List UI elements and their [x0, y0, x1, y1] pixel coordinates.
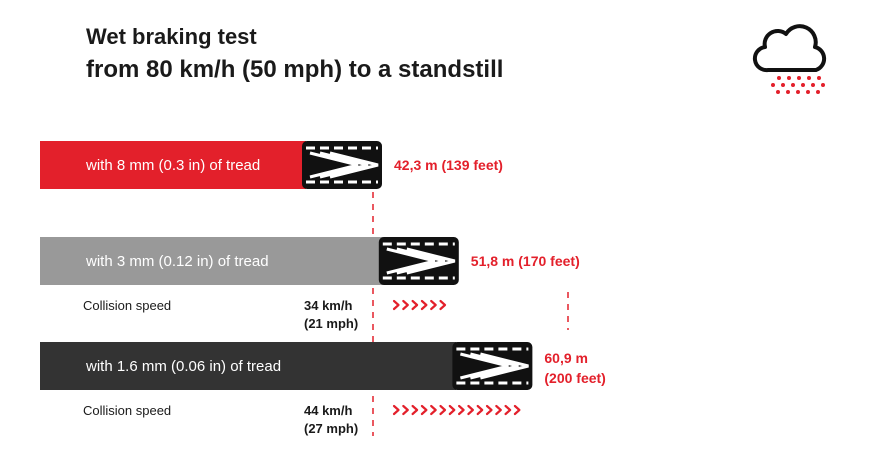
- chevron: [430, 404, 437, 416]
- chevron: [467, 404, 474, 416]
- chevron: [420, 299, 428, 311]
- collision-speed-0-b: (21 mph): [304, 316, 358, 331]
- bar-1: [40, 237, 383, 285]
- chevron: [485, 404, 493, 416]
- bar-2: [40, 342, 457, 390]
- chevron: [411, 404, 419, 416]
- chevron: [392, 299, 400, 311]
- chevron: [392, 404, 400, 416]
- chevron: [439, 404, 447, 416]
- collision-label-0: Collision speed: [83, 298, 171, 313]
- value-label-2-b: (200 feet): [544, 370, 605, 386]
- rain-cloud-icon: [752, 24, 827, 94]
- chart-title: Wet braking test: [86, 24, 257, 49]
- chevron: [458, 404, 465, 416]
- value-label-1: 51,8 m (170 feet): [471, 253, 580, 269]
- chevron: [476, 404, 484, 416]
- collision-arrows-0: [392, 299, 447, 311]
- chart-subtitle: from 80 km/h (50 mph) to a standstill: [86, 56, 504, 83]
- tire-tread-icon: [302, 141, 382, 189]
- collision-speed-1-b: (27 mph): [304, 421, 358, 436]
- collision-speed-0: 34 km/h: [304, 298, 352, 313]
- chevron: [420, 404, 428, 416]
- chevron: [402, 299, 409, 311]
- chevron: [439, 299, 447, 311]
- chevron: [513, 404, 521, 416]
- chevron: [402, 404, 409, 416]
- collision-speed-1: 44 km/h: [304, 403, 352, 418]
- value-label-0: 42,3 m (139 feet): [394, 157, 503, 173]
- chevron: [504, 404, 512, 416]
- chevron: [430, 299, 437, 311]
- bar-0: [40, 141, 306, 189]
- chevron: [495, 404, 502, 416]
- bar-label-0: with 8 mm (0.3 in) of tread: [85, 157, 260, 174]
- tire-tread-icon: [452, 342, 532, 390]
- bar-label-1: with 3 mm (0.12 in) of tread: [85, 253, 269, 270]
- collision-arrows-1: [392, 404, 521, 416]
- value-label-2: 60,9 m: [544, 350, 588, 366]
- bar-label-2: with 1.6 mm (0.06 in) of tread: [85, 358, 281, 375]
- collision-label-1: Collision speed: [83, 403, 171, 418]
- tire-tread-icon: [379, 237, 459, 285]
- chevron: [448, 404, 456, 416]
- chevron: [411, 299, 419, 311]
